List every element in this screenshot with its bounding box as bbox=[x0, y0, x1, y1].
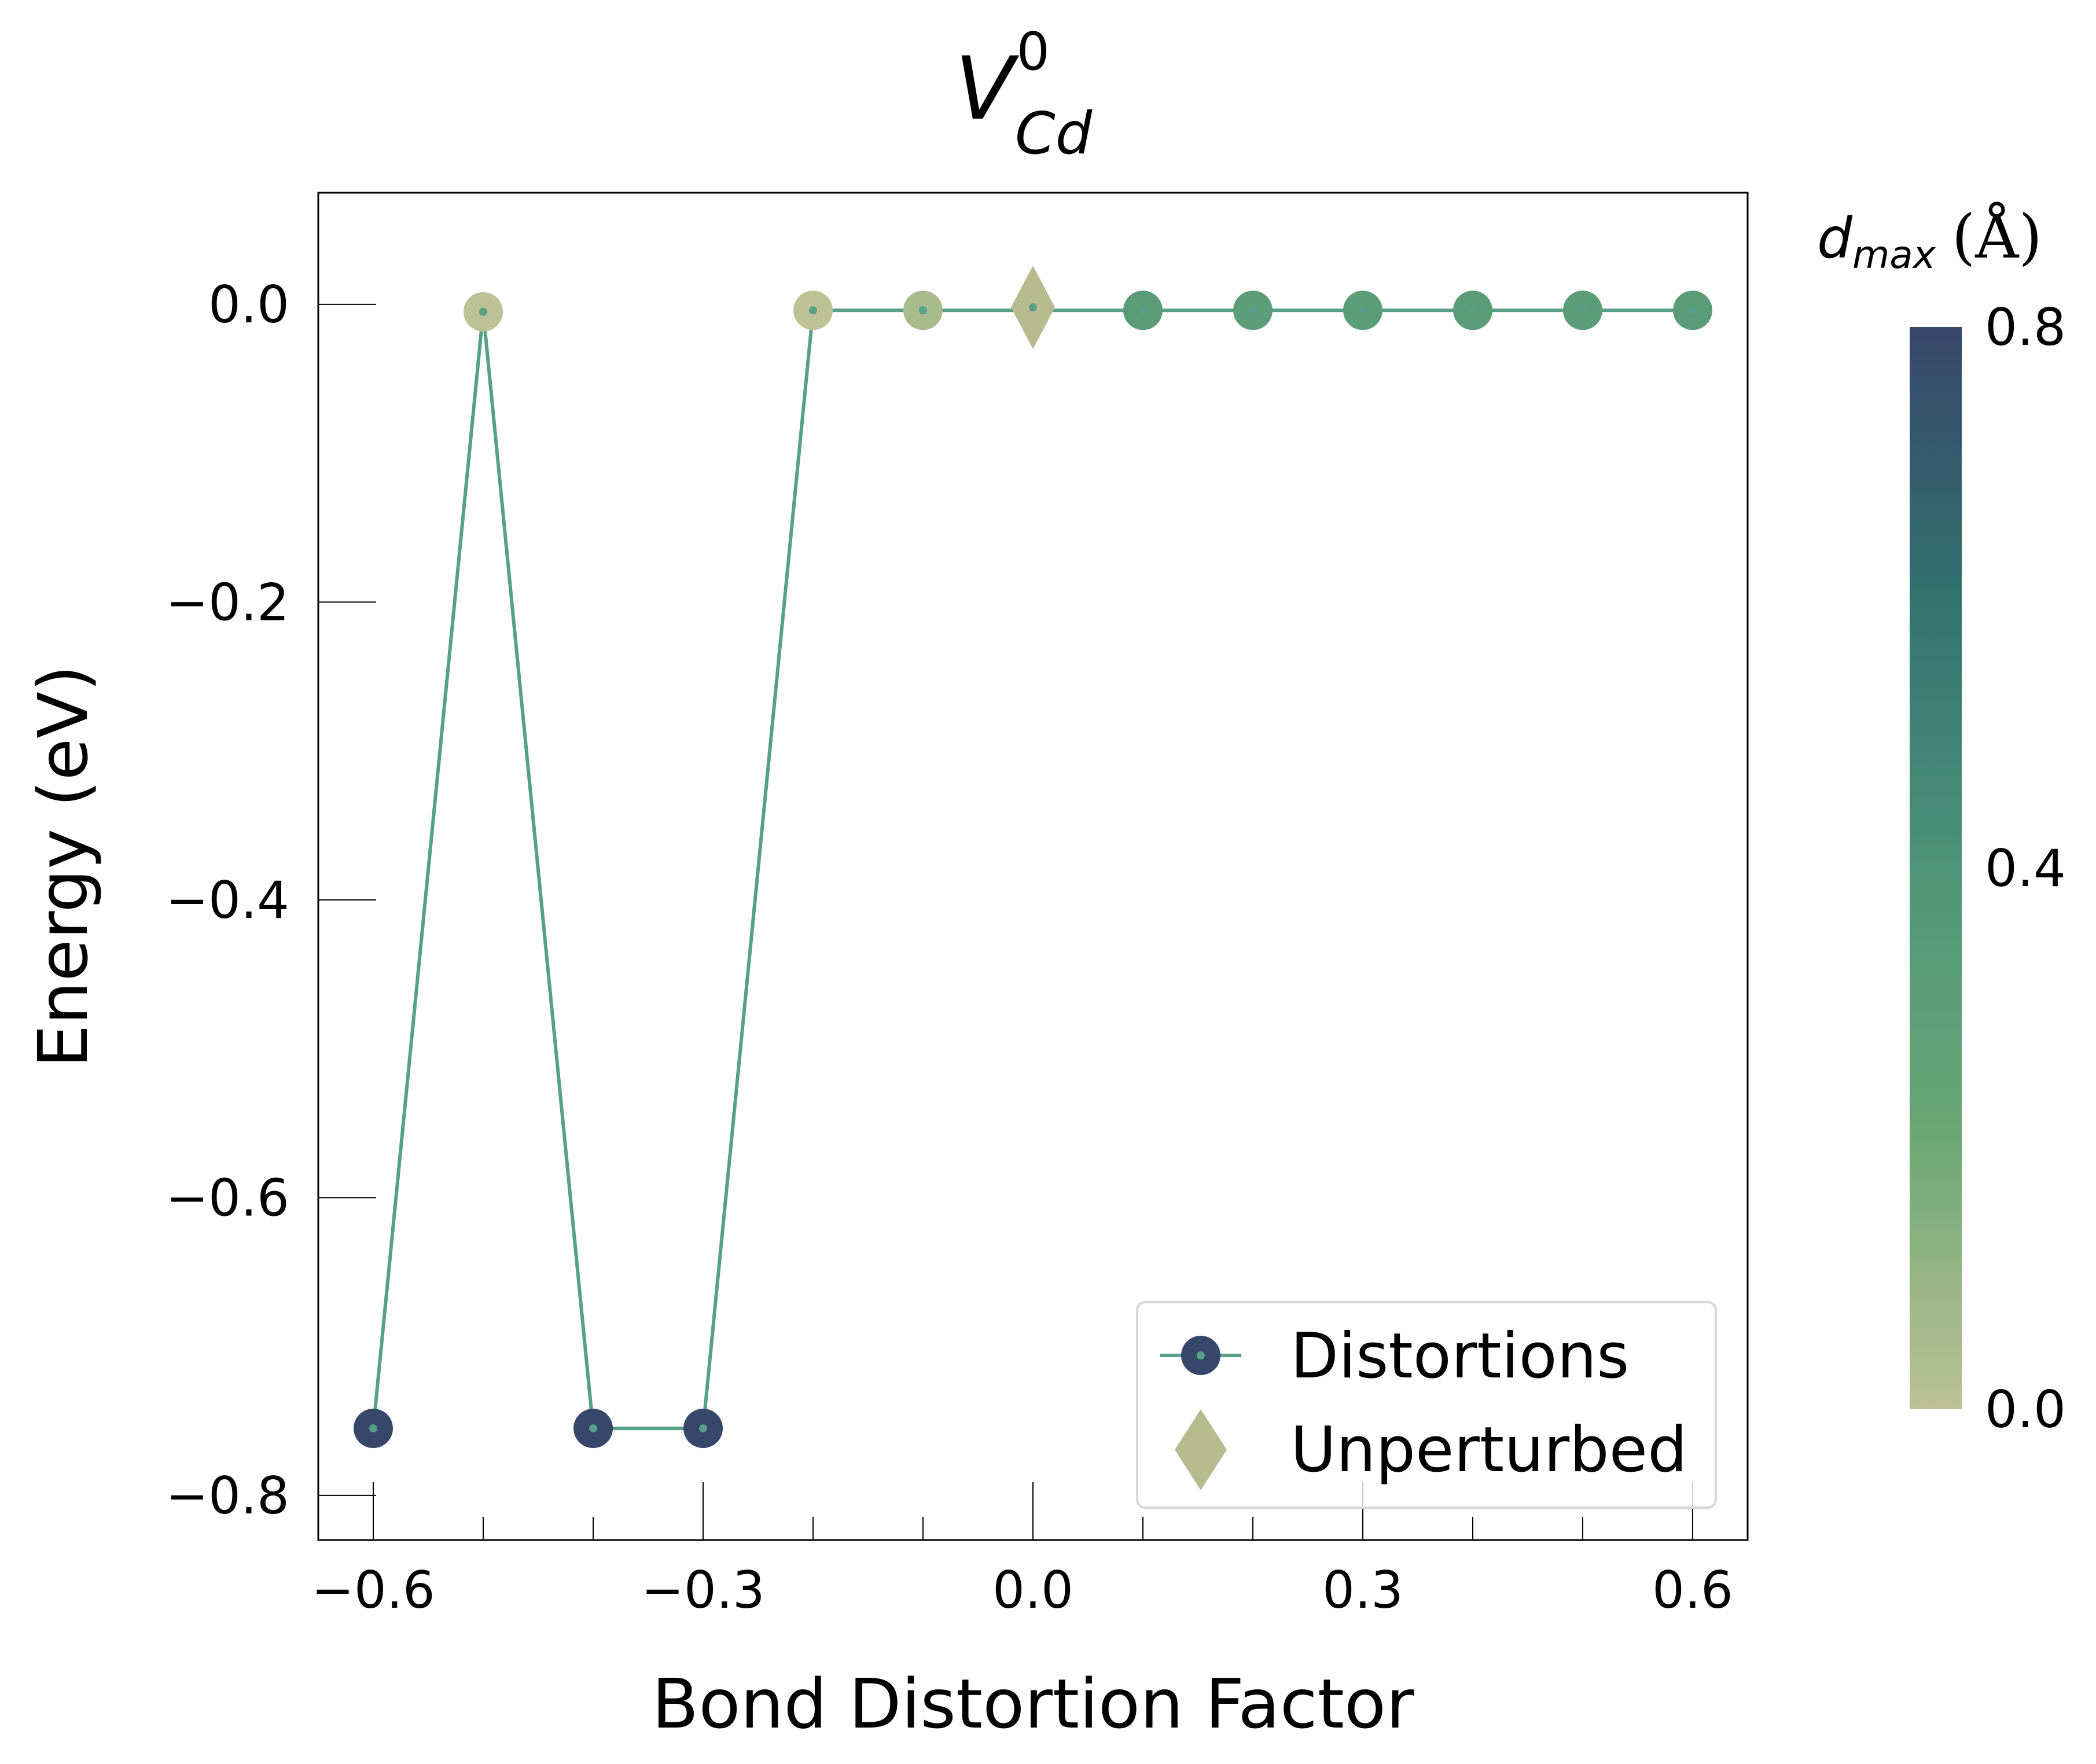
legend-marker-unperturbed bbox=[1175, 1409, 1227, 1490]
y-tick-label: −0.8 bbox=[166, 1466, 289, 1526]
x-tick-label: 0.0 bbox=[992, 1560, 1073, 1620]
distortion-point-center bbox=[589, 1424, 597, 1433]
legend-marker-distortions-dot bbox=[1197, 1351, 1205, 1359]
distortion-point-center bbox=[369, 1424, 377, 1433]
distortion-point-center bbox=[1249, 306, 1257, 315]
colorbar-tick-label: 0.0 bbox=[1985, 1380, 2066, 1439]
y-tick-label: −0.2 bbox=[166, 572, 289, 632]
colorbar-tick-label: 0.4 bbox=[1985, 839, 2066, 898]
distortion-point-center bbox=[699, 1424, 707, 1433]
distortion-point-center bbox=[479, 307, 487, 316]
distortion-point-center bbox=[1579, 306, 1587, 315]
unperturbed-point-center bbox=[1029, 303, 1037, 312]
x-tick-label: 0.6 bbox=[1652, 1560, 1733, 1620]
y-axis-label: Energy (eV) bbox=[23, 665, 103, 1068]
colorbar: dmax (Å) 0.0 0.4 0.8 bbox=[1817, 201, 2066, 1439]
x-tick-label: 0.3 bbox=[1322, 1560, 1403, 1620]
y-tick-label: −0.4 bbox=[166, 870, 289, 930]
colorbar-tick-label: 0.8 bbox=[1985, 297, 2066, 357]
legend: Distortions Unperturbed bbox=[1136, 1301, 1717, 1509]
legend-label-unperturbed: Unperturbed bbox=[1290, 1414, 1687, 1486]
legend-box bbox=[1136, 1301, 1717, 1509]
y-tick-label: −0.6 bbox=[166, 1168, 289, 1228]
distortion-point-center bbox=[809, 306, 817, 315]
chart-title: V0 Cd bbox=[955, 21, 1093, 167]
axis-ticks bbox=[318, 303, 1693, 1540]
tick-labels: 0.0 −0.2 −0.4 −0.6 −0.8 −0.6 −0.3 0.0 0.3 0.6 bbox=[166, 275, 1733, 1620]
distortion-point-center bbox=[919, 306, 927, 315]
y-tick-label: 0.0 bbox=[208, 275, 289, 335]
x-tick-label: −0.3 bbox=[641, 1560, 765, 1620]
data-points bbox=[354, 266, 1712, 1449]
x-tick-label: −0.6 bbox=[311, 1560, 435, 1620]
legend-label-distortions: Distortions bbox=[1290, 1320, 1629, 1392]
distortion-point-center bbox=[1359, 306, 1367, 315]
distortion-point-center bbox=[1469, 306, 1477, 315]
colorbar-gradient bbox=[1910, 327, 1962, 1409]
colorbar-tick-labels: 0.0 0.4 0.8 bbox=[1985, 297, 2066, 1439]
distortion-point-center bbox=[1689, 306, 1697, 315]
distortion-point-center bbox=[1139, 306, 1147, 315]
colorbar-label: dmax (Å) bbox=[1817, 201, 2042, 277]
x-axis-label: Bond Distortion Factor bbox=[652, 1664, 1414, 1744]
